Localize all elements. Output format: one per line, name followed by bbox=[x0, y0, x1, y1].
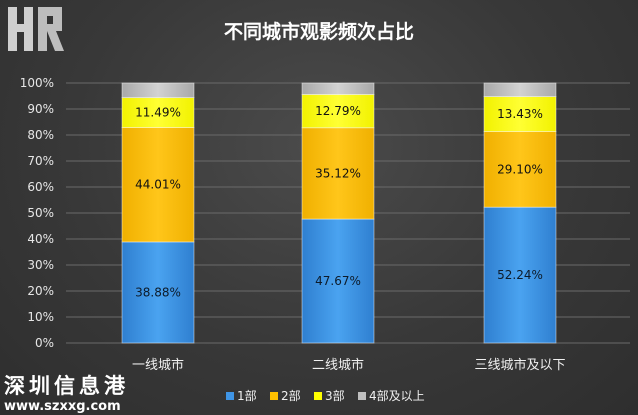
x-axis-categories: 一线城市 二线城市 三线城市及以下 bbox=[132, 357, 566, 373]
legend-item: 1部 bbox=[226, 388, 257, 403]
y-tick-label: 10% bbox=[27, 310, 54, 324]
x-category-label: 二线城市 bbox=[312, 357, 364, 373]
bar-segment bbox=[121, 82, 195, 99]
data-labels: 38.88% 44.01% 11.49% 47.67% 35.12% 12.79% 52.2… bbox=[135, 104, 543, 299]
legend-item: 3部 bbox=[314, 388, 345, 403]
y-tick-label: 30% bbox=[27, 258, 54, 272]
data-label: 35.12% bbox=[315, 166, 361, 180]
y-tick-label: 0% bbox=[35, 336, 54, 350]
y-tick-label: 20% bbox=[27, 284, 54, 298]
data-label: 52.24% bbox=[497, 268, 543, 282]
legend-swatch bbox=[270, 392, 278, 400]
data-label: 29.10% bbox=[497, 162, 543, 176]
bar-segment bbox=[121, 127, 195, 243]
y-axis-ticks: 0% 10% 20% 30% 40% 50% 60% 70% 80% 90% 100% bbox=[20, 76, 54, 350]
chart-title: 不同城市观影频次占比 bbox=[224, 20, 414, 43]
bar-segment bbox=[483, 96, 557, 132]
x-category-label: 三线城市及以下 bbox=[474, 357, 565, 373]
data-label: 13.43% bbox=[497, 107, 543, 121]
x-category-label: 一线城市 bbox=[132, 357, 184, 373]
data-label: 47.67% bbox=[315, 274, 361, 288]
bar-segment bbox=[121, 241, 195, 344]
y-tick-label: 80% bbox=[27, 128, 54, 142]
bar-segment bbox=[301, 218, 375, 344]
legend-swatch bbox=[314, 392, 322, 400]
data-label: 12.79% bbox=[315, 104, 361, 118]
legend-label: 4部及以上 bbox=[369, 388, 425, 403]
legend-label: 1部 bbox=[237, 388, 257, 403]
bar-segment bbox=[301, 82, 375, 95]
logo-mark bbox=[8, 7, 64, 51]
y-tick-label: 90% bbox=[27, 102, 54, 116]
legend: 1部 2部 3部 4部及以上 bbox=[226, 388, 425, 403]
watermark: 深圳信息港 www.szxxg.com bbox=[4, 374, 129, 414]
y-tick-label: 100% bbox=[20, 76, 54, 90]
data-label: 11.49% bbox=[135, 106, 181, 120]
bar-segment bbox=[301, 127, 375, 220]
y-tick-label: 70% bbox=[27, 154, 54, 168]
bar-segment bbox=[301, 94, 375, 129]
watermark-site-name: 深圳信息港 bbox=[4, 374, 129, 398]
y-tick-label: 40% bbox=[27, 232, 54, 246]
y-tick-label: 50% bbox=[27, 206, 54, 220]
legend-item: 2部 bbox=[270, 388, 301, 403]
legend-item: 4部及以上 bbox=[358, 388, 425, 403]
legend-label: 2部 bbox=[281, 388, 301, 403]
bar-segment bbox=[483, 206, 557, 344]
legend-swatch bbox=[226, 392, 234, 400]
bar-segment bbox=[121, 97, 195, 128]
watermark-site-url: www.szxxg.com bbox=[4, 399, 121, 414]
y-tick-label: 60% bbox=[27, 180, 54, 194]
bar-segment bbox=[483, 82, 557, 97]
bars bbox=[121, 82, 557, 344]
data-label: 44.01% bbox=[135, 178, 181, 192]
legend-label: 3部 bbox=[325, 388, 345, 403]
data-label: 38.88% bbox=[135, 285, 181, 299]
legend-swatch bbox=[358, 392, 366, 400]
